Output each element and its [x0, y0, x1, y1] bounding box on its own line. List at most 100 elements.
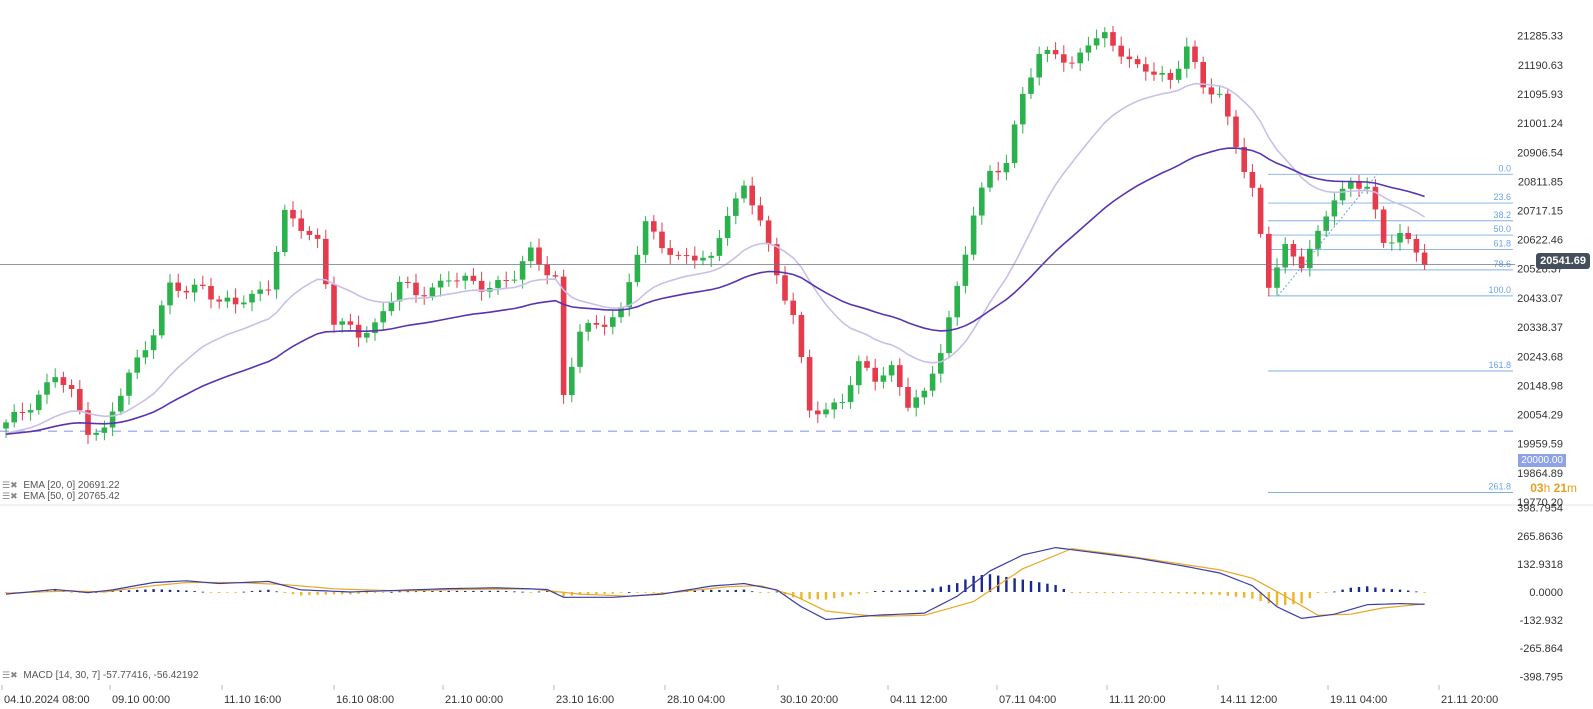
candle-body [585, 322, 591, 332]
settings-icon[interactable]: ☰✖ [2, 491, 18, 501]
macd-tick-label: -132.932 [1520, 615, 1563, 627]
macd-histogram-bar [857, 592, 860, 594]
candle [470, 268, 477, 285]
price-axis[interactable]: 21285.33 21190.63 21095.93 21001.24 20906.54… [0, 31, 1593, 509]
macd-histogram-bar [365, 592, 368, 594]
macd-histogram-bar [300, 592, 303, 596]
macd-axis: 398.7954 265.8636 132.9318 0.0000 -132.932 -2… [1517, 503, 1563, 684]
candle-body [224, 297, 231, 302]
macd-histogram-bar [808, 592, 811, 600]
candle-body [888, 365, 895, 376]
candle-body [11, 411, 17, 423]
candle-body [216, 299, 222, 302]
candle [610, 310, 616, 335]
ema50-legend-row[interactable]: ☰✖ EMA [50, 0] 20765.42 [2, 491, 120, 502]
macd-histogram-bar [1243, 592, 1246, 598]
candle-body [847, 385, 854, 403]
macd-histogram-bar [619, 592, 623, 593]
candle [1225, 89, 1231, 126]
macd-histogram-bar [1398, 589, 1402, 592]
candle [216, 295, 222, 309]
price-tick-label: 21095.93 [1517, 89, 1563, 101]
macd-histogram-bar [882, 590, 885, 592]
macd-histogram-bar [480, 590, 483, 592]
macd-histogram-bar [1029, 580, 1033, 592]
candle-body [142, 350, 149, 358]
candle-body [962, 254, 969, 286]
macd-histogram-bar [1054, 585, 1057, 592]
candle-body [1315, 230, 1321, 249]
candle [68, 379, 75, 398]
macd-histogram-bar [1415, 591, 1418, 593]
ema20-legend-value: 20691.22 [77, 480, 120, 491]
candle-body [364, 333, 370, 338]
macd-histogram-bar [308, 592, 311, 596]
candle-body [109, 411, 116, 428]
candle-body [651, 221, 657, 232]
ema-lines [5, 82, 1426, 435]
candle [921, 387, 928, 405]
macd-histogram-bar [734, 589, 737, 592]
candle [77, 379, 83, 415]
candle [421, 286, 427, 305]
macd-histogram-bar [332, 592, 336, 595]
candle-body [749, 185, 755, 206]
macd-legend[interactable]: ☰✖ MACD [14, 30, 7] -57.77416, -56.42192 [2, 670, 199, 681]
candle-body [1397, 233, 1403, 243]
macd-histogram-bar [652, 592, 655, 593]
macd-panel [4, 546, 1426, 621]
candle [946, 310, 952, 358]
macd-histogram-bar [824, 592, 828, 600]
candle [446, 271, 452, 287]
time-tick-label: 21.10 00:00 [445, 694, 503, 706]
candle [265, 280, 272, 296]
macd-histogram-bar [1316, 592, 1320, 593]
candle [618, 302, 624, 323]
price-tick-label: 20717.15 [1517, 206, 1563, 218]
ema20-legend-row[interactable]: ☰✖ EMA [20, 0] 20691.22 [2, 480, 120, 491]
macd-histogram-bar [1259, 592, 1262, 601]
macd-histogram-bar [1210, 592, 1213, 595]
macd-histogram-bar [144, 589, 147, 592]
time-tick-label: 09.10 00:00 [112, 694, 170, 706]
macd-histogram-bar [726, 590, 729, 592]
candle-body [831, 402, 837, 410]
ema20-legend-params: [20, 0] [47, 480, 76, 491]
macd-histogram-bar [1275, 592, 1279, 606]
macd-histogram-bar [1234, 592, 1238, 597]
candle [1380, 206, 1387, 248]
macd-histogram-bar [906, 590, 910, 592]
time-axis[interactable]: 04.10.2024 08:00 09.10 00:00 11.10 16:00 16… [1, 685, 1498, 706]
settings-icon[interactable]: ☰✖ [2, 480, 18, 490]
macd-histogram-bar [447, 590, 450, 592]
candle-body [897, 365, 903, 387]
candle-body [478, 280, 485, 292]
candle [1348, 177, 1354, 197]
fibonacci-retracement[interactable]: 0.0 23.6 38.2 50.0 61.8 78.6 100.0 161.8 261.8 [1268, 163, 1513, 494]
candle [339, 317, 345, 333]
macd-histogram-bar [431, 591, 434, 592]
candle-body [1011, 124, 1018, 163]
candle [454, 272, 460, 288]
countdown-hours-unit: h [1543, 481, 1551, 495]
candle-body [864, 361, 870, 368]
macd-histogram-bar [185, 590, 188, 592]
macd-histogram-bar [1177, 592, 1180, 594]
price-tick-label: 19864.89 [1517, 468, 1563, 480]
settings-icon[interactable]: ☰✖ [2, 670, 18, 680]
candle [593, 315, 600, 329]
candle-body [208, 285, 214, 300]
time-tick-label: 11.10 16:00 [224, 694, 281, 706]
candle-body [1044, 50, 1051, 54]
candle-body [36, 394, 42, 411]
macd-histogram-bar [1079, 592, 1082, 593]
macd-histogram-bar [1349, 587, 1352, 592]
countdown-minutes-unit: m [1567, 481, 1577, 495]
candle [995, 161, 1001, 181]
macd-histogram-bar [160, 589, 163, 592]
macd-line [5, 546, 1425, 621]
candle [273, 245, 280, 299]
ema-legend[interactable]: ☰✖ EMA [20, 0] 20691.22 ☰✖ EMA [50, 0] 2… [2, 480, 120, 502]
candle [675, 251, 682, 260]
